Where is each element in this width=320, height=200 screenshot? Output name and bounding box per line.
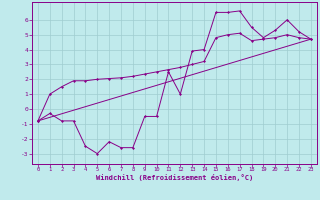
X-axis label: Windchill (Refroidissement éolien,°C): Windchill (Refroidissement éolien,°C) [96,174,253,181]
